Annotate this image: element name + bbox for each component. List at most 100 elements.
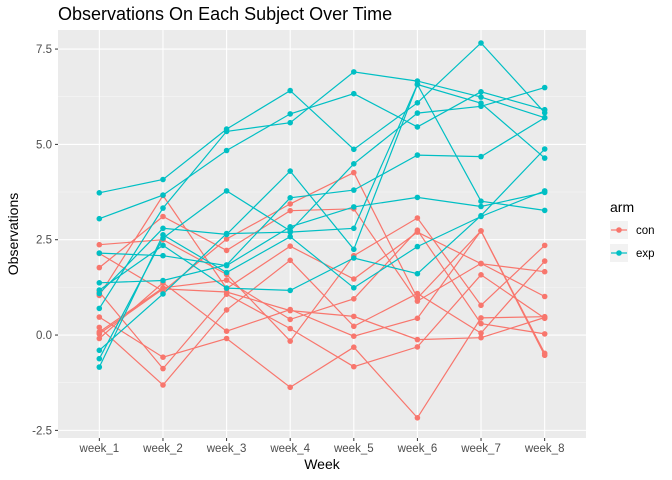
data-point-exp — [351, 69, 357, 75]
data-point-con — [96, 324, 103, 331]
data-point-exp — [287, 224, 294, 230]
series-line-con — [99, 217, 546, 343]
legend-key-point-exp — [616, 250, 622, 256]
series-line-exp — [98, 71, 545, 309]
data-point-con — [414, 295, 421, 301]
data-point-exp — [96, 305, 103, 312]
data-point-con — [478, 272, 484, 278]
legend-label-con: con — [636, 225, 655, 237]
y-axis-title: Observations — [5, 193, 21, 275]
data-point-exp — [541, 109, 548, 116]
data-point-exp — [223, 285, 230, 291]
data-point-exp — [223, 269, 230, 276]
data-point-exp — [478, 94, 484, 100]
data-point-exp — [223, 188, 230, 194]
y-tick-label: 7.5 — [36, 44, 52, 56]
data-point-exp — [351, 225, 357, 232]
series-line-con — [98, 259, 546, 386]
data-point-exp — [96, 355, 103, 362]
x-tick-label: week_3 — [206, 443, 247, 455]
data-point-exp — [414, 81, 421, 88]
data-point-exp — [160, 225, 166, 232]
data-point-exp — [96, 364, 103, 370]
data-point-exp — [287, 287, 294, 294]
series-line-con — [98, 229, 545, 335]
x-tick-label: week_2 — [142, 443, 183, 455]
data-point-exp — [414, 243, 421, 250]
data-point-exp — [351, 146, 357, 153]
y-tick-label: 0.0 — [36, 330, 52, 342]
series-line-exp — [99, 42, 546, 194]
data-point-con — [96, 314, 103, 320]
data-point-exp — [414, 270, 421, 277]
data-point-con — [223, 328, 230, 335]
data-point-con — [478, 302, 484, 309]
x-tick-label: week_5 — [333, 443, 374, 455]
data-point-con — [414, 336, 421, 343]
data-point-exp — [287, 229, 294, 235]
legend-key-point-con — [616, 227, 622, 233]
y-tick-label: -2.5 — [32, 425, 52, 437]
data-point-con — [414, 215, 421, 221]
data-point-con — [478, 315, 484, 321]
data-point-exp — [96, 250, 103, 256]
data-point-con — [351, 323, 357, 330]
data-point-exp — [160, 242, 166, 249]
data-point-con — [414, 227, 421, 233]
data-point-exp — [351, 187, 357, 193]
data-point-exp — [414, 194, 421, 201]
data-point-con — [541, 352, 548, 359]
data-point-con — [351, 333, 357, 340]
data-point-exp — [541, 155, 548, 161]
data-point-con — [287, 207, 294, 214]
series-line-con — [98, 316, 545, 419]
data-point-con — [541, 293, 548, 300]
data-point-exp — [287, 233, 294, 240]
data-point-con — [541, 242, 548, 249]
data-point-con — [287, 306, 294, 313]
data-point-con — [541, 314, 548, 321]
data-point-exp — [287, 195, 294, 201]
data-point-exp — [160, 291, 166, 297]
series-line-exp — [99, 117, 546, 284]
series-line-con — [98, 171, 546, 356]
data-point-exp — [541, 146, 548, 152]
data-point-exp — [287, 119, 294, 126]
data-point-con — [96, 329, 103, 335]
data-point-con — [541, 268, 548, 275]
series-lines — [98, 42, 546, 419]
data-point-exp — [478, 203, 484, 210]
data-point-exp — [223, 262, 230, 268]
data-point-con — [478, 334, 484, 341]
data-point-exp — [160, 192, 166, 198]
data-point-exp — [414, 152, 421, 158]
data-point-con — [478, 330, 484, 336]
data-point-con — [287, 257, 294, 264]
legend-label-exp: exp — [636, 248, 655, 260]
data-point-exp — [541, 114, 548, 121]
data-point-exp — [96, 280, 103, 286]
data-point-con — [96, 264, 103, 271]
data-point-con — [414, 290, 421, 297]
x-axis-title: Week — [304, 456, 341, 472]
data-point-con — [223, 277, 230, 283]
data-point-con — [96, 335, 103, 342]
data-point-exp — [223, 147, 230, 154]
data-point-con — [223, 236, 230, 242]
data-point-exp — [160, 235, 166, 241]
x-tick-label: week_4 — [269, 443, 310, 455]
y-tick-label: 2.5 — [36, 235, 52, 247]
x-tick-label: week_6 — [397, 443, 438, 455]
chart-title: Observations On Each Subject Over Time — [58, 4, 392, 24]
data-point-exp — [351, 204, 357, 210]
data-point-con — [414, 315, 421, 322]
series-line-exp — [98, 83, 545, 294]
data-point-exp — [287, 111, 294, 117]
legend-title: arm — [610, 199, 634, 215]
data-point-con — [96, 241, 103, 248]
axes: -2.5 0.0 2.5 5.0 7.5 week_1 week_2 week_3 week_4… — [32, 44, 564, 455]
data-point-con — [541, 258, 548, 264]
series-line-exp — [99, 91, 545, 220]
data-point-exp — [96, 190, 103, 196]
